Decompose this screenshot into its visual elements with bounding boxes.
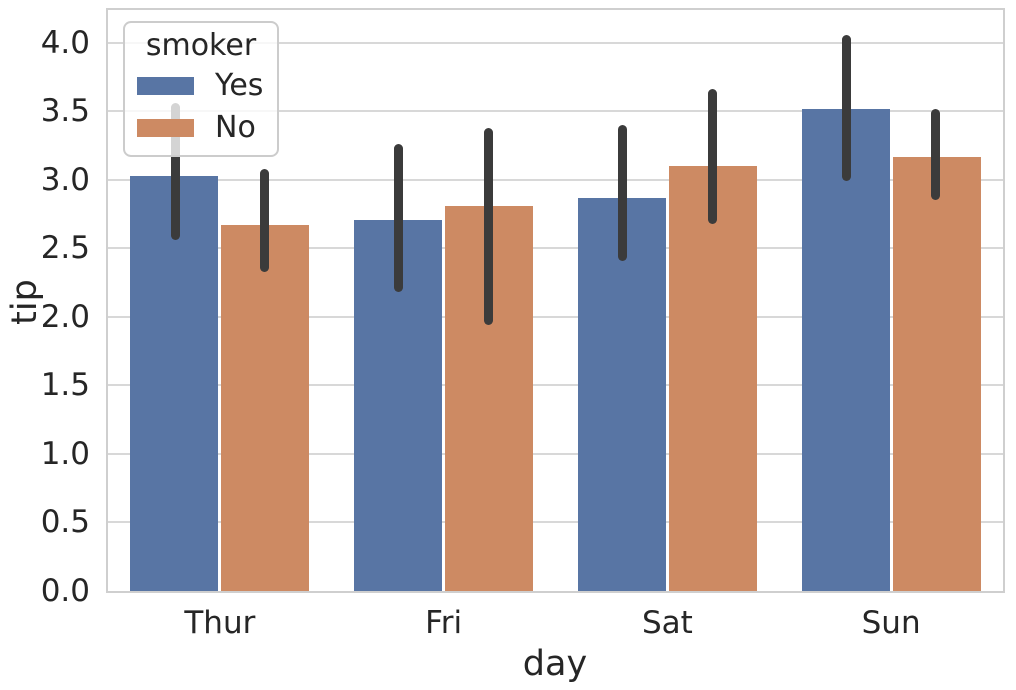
legend-title: smoker: [145, 28, 257, 63]
x-tick-label-thur: Thur: [184, 605, 256, 641]
legend-item-yes: Yes: [125, 65, 277, 107]
bar-thur-yes: [130, 175, 219, 591]
x-tick-label-sat: Sat: [641, 605, 693, 641]
y-tick-label: 1.0: [40, 435, 90, 472]
gridline: [108, 315, 1003, 318]
error-bar-sun-yes: [841, 34, 851, 182]
legend-item-no: No: [125, 107, 277, 149]
bar-thur-no: [221, 225, 310, 591]
gridline: [108, 384, 1003, 387]
y-tick-label: 4.0: [40, 24, 90, 61]
y-tick-label: 2.0: [40, 298, 90, 335]
legend-items: Yes No: [125, 65, 277, 149]
bar-sun-yes: [801, 108, 890, 591]
error-bar-sat-no: [707, 89, 717, 224]
bar-sun-no: [892, 156, 981, 591]
legend-label-no: No: [215, 110, 256, 145]
plot-area: [106, 8, 1005, 593]
error-bar-thur-yes: [170, 103, 180, 241]
bar-sat-yes: [577, 197, 666, 591]
legend: smoker Yes No: [123, 21, 279, 157]
x-tick-label-fri: Fri: [425, 605, 463, 641]
bar-sat-no: [668, 166, 757, 591]
error-bar-sat-yes: [618, 125, 628, 261]
gridline: [108, 41, 1003, 44]
y-tick-label: 3.0: [40, 161, 90, 198]
x-axis-label: day: [522, 644, 588, 684]
y-tick-label: 3.5: [40, 93, 90, 130]
y-tick-label: 2.5: [40, 230, 90, 267]
legend-label-yes: Yes: [215, 68, 264, 103]
y-tick-label: 1.5: [40, 367, 90, 404]
y-tick-label: 0.5: [40, 504, 90, 541]
x-tick-label-sun: Sun: [861, 605, 921, 641]
legend-swatch-yes: [137, 77, 194, 95]
error-bar-fri-yes: [394, 144, 404, 293]
gridline: [108, 110, 1003, 113]
error-bar-thur-no: [260, 168, 270, 272]
gridline: [108, 521, 1003, 524]
y-tick-label: 0.0: [40, 573, 90, 609]
gridline: [108, 247, 1003, 250]
gridline: [108, 178, 1003, 181]
error-bar-sun-no: [931, 108, 941, 201]
error-bar-fri-no: [483, 127, 493, 326]
legend-swatch-no: [137, 119, 194, 137]
y-axis-label: tip: [5, 279, 45, 325]
gridline: [108, 452, 1003, 455]
